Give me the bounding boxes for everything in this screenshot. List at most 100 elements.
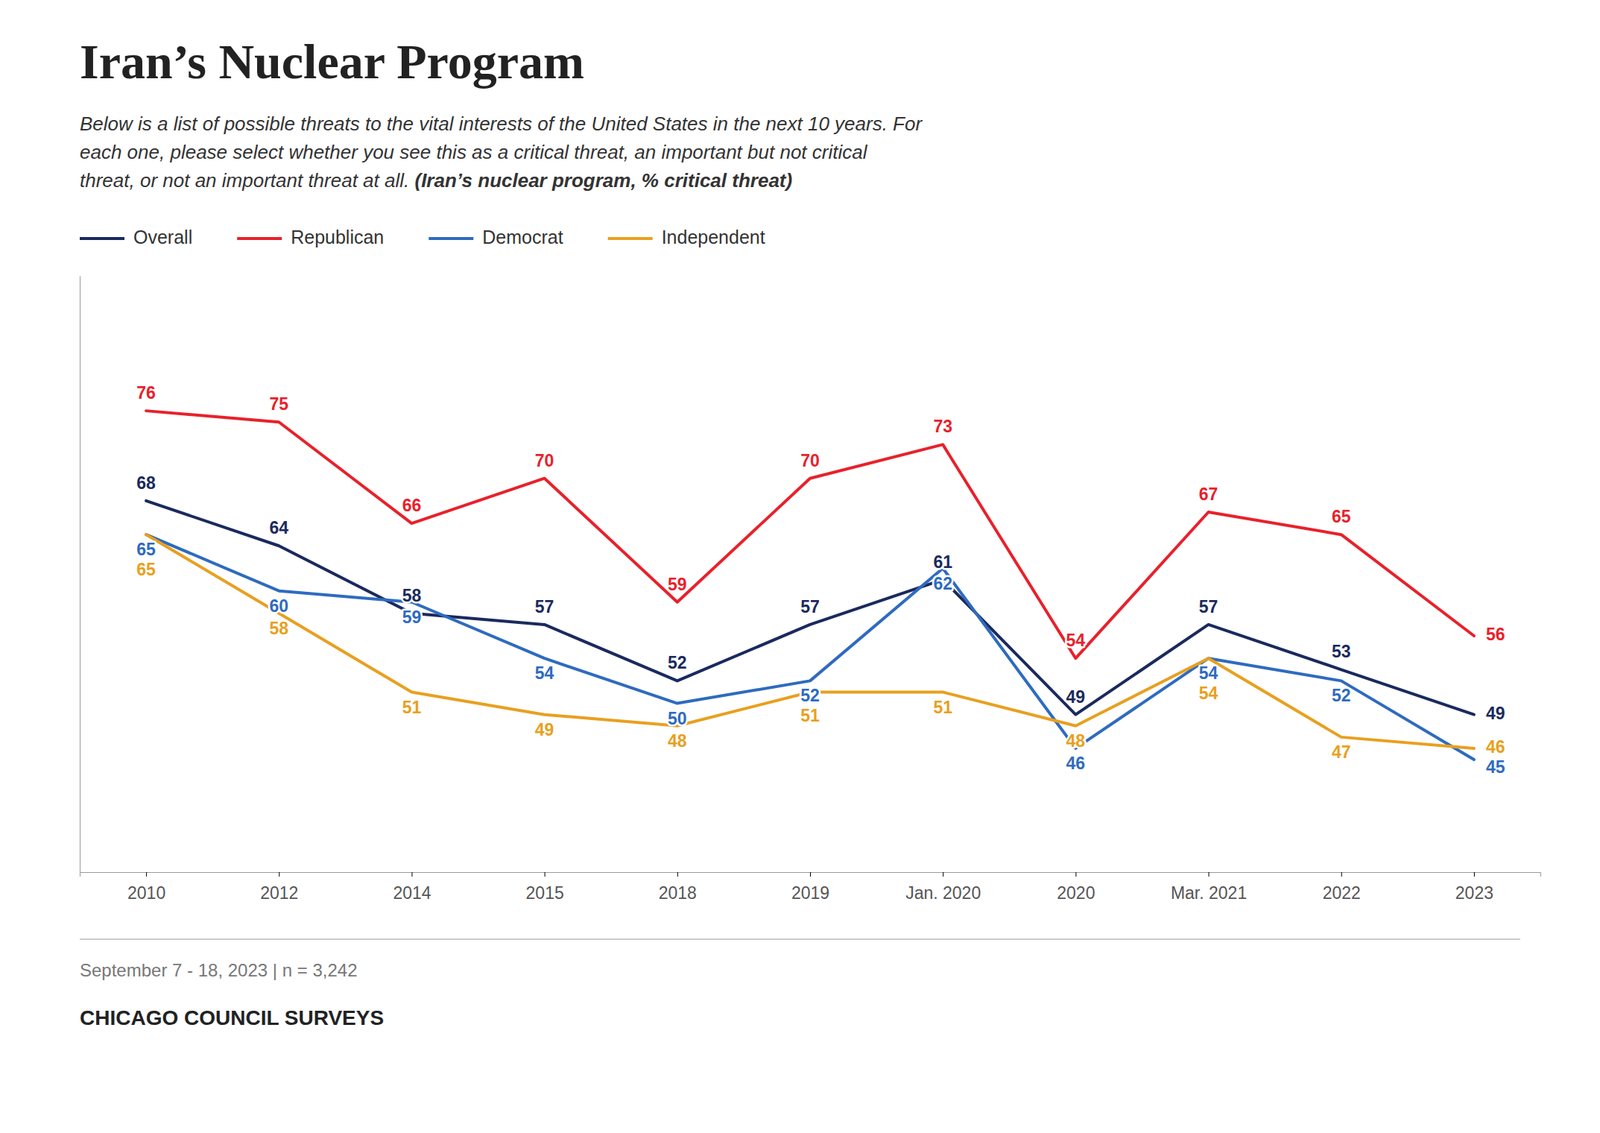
- data-label: 61: [933, 552, 953, 572]
- data-label: 48: [1066, 731, 1086, 751]
- x-tick: Jan. 2020: [905, 871, 981, 903]
- data-label: 54: [1066, 630, 1086, 650]
- x-tick-mark: [942, 871, 944, 877]
- data-label: 60: [269, 596, 289, 616]
- legend-swatch: [608, 236, 653, 240]
- subtitle-line: Below is a list of possible threats to t…: [79, 112, 923, 135]
- separator: [79, 938, 1521, 940]
- x-tick-mark: [544, 871, 546, 877]
- series-line: [146, 500, 1475, 715]
- x-tick-label: Mar. 2021: [1170, 883, 1247, 903]
- data-label: 66: [402, 495, 422, 515]
- legend-swatch: [79, 236, 125, 240]
- x-tick-label: 2012: [260, 883, 299, 903]
- x-tick: 2015: [526, 871, 565, 903]
- source: CHICAGO COUNCIL SURVEYS: [79, 1006, 384, 1030]
- subtitle-line: each one, please select whether you see …: [79, 140, 869, 164]
- x-tick-label: 2020: [1056, 883, 1095, 903]
- title: Iran’s Nuclear Program: [79, 34, 585, 89]
- data-label: 54: [535, 663, 555, 683]
- x-tick-mark: [1474, 871, 1475, 877]
- x-axis: 2010 2012 2014 2015 2018 2019 Jan. 2020 2020 Mar…: [80, 871, 1542, 903]
- x-tick-label: 2014: [392, 883, 431, 903]
- subtitle-emphasis: (Iran’s nuclear program, % critical thre…: [414, 169, 793, 192]
- x-tick-mark: [1208, 871, 1210, 877]
- x-tick: 2010: [127, 871, 166, 903]
- x-tick: 2018: [658, 871, 697, 903]
- x-tick-label: Jan. 2020: [905, 883, 981, 903]
- data-label: 51: [800, 705, 820, 726]
- series-line: [146, 534, 1475, 749]
- x-tick-mark: [677, 871, 679, 877]
- legend-swatch: [236, 236, 282, 240]
- subtitle-text: threat, or not an important threat at al…: [79, 169, 415, 192]
- x-tick: 2020: [1056, 871, 1095, 903]
- data-label: 70: [800, 450, 820, 471]
- legend-label: Republican: [290, 226, 384, 248]
- data-label: 51: [933, 697, 953, 717]
- legend-swatch: [428, 236, 474, 240]
- x-tick-mark: [810, 871, 811, 877]
- data-label: 73: [933, 416, 953, 436]
- data-label: 51: [402, 697, 422, 717]
- x-tick-label: 2018: [658, 883, 697, 903]
- data-label: 47: [1331, 742, 1352, 762]
- data-label: 52: [667, 652, 688, 673]
- x-tick: 2019: [791, 871, 830, 903]
- x-tick: 2022: [1322, 871, 1361, 903]
- data-label: 52: [1331, 685, 1352, 705]
- x-tick-label: 2015: [526, 883, 565, 903]
- x-tick: Mar. 2021: [1170, 871, 1247, 903]
- x-tick-mark: [1341, 871, 1343, 877]
- data-label: 49: [1066, 687, 1086, 707]
- data-label: 48: [667, 731, 688, 751]
- data-label: 50: [667, 708, 688, 729]
- x-tick-mark: [411, 871, 413, 877]
- series-line: [146, 534, 1475, 760]
- legend-label: Democrat: [482, 226, 563, 248]
- x-tick-mark: [1075, 871, 1077, 877]
- data-label: 57: [800, 596, 820, 617]
- data-label: 59: [667, 574, 688, 594]
- data-label: 57: [1199, 596, 1219, 617]
- data-label: 45: [1485, 757, 1506, 777]
- x-tick: 2014: [392, 871, 431, 903]
- data-label: 58: [402, 585, 422, 606]
- data-label: 65: [136, 559, 156, 580]
- data-label: 56: [1485, 624, 1506, 644]
- data-label: 57: [535, 596, 555, 617]
- footnote: September 7 - 18, 2023 | n = 3,242: [79, 959, 358, 980]
- data-label: 54: [1199, 683, 1219, 703]
- data-label: 46: [1485, 737, 1506, 757]
- subtitle-text: each one, please select whether you see …: [79, 140, 869, 164]
- x-tick: 2023: [1455, 871, 1494, 903]
- chart: Iran’s Nuclear Program Below is a list of…: [0, 0, 1600, 1133]
- x-tick-mark: [146, 871, 147, 877]
- legend: OverallRepublicanDemocratIndependent: [79, 226, 766, 248]
- data-label: 67: [1199, 484, 1219, 504]
- y-axis: [79, 276, 81, 873]
- y-axis-line: [79, 276, 81, 873]
- x-tick: 2012: [260, 871, 299, 903]
- data-label: 53: [1331, 641, 1352, 662]
- data-label: 52: [800, 685, 820, 705]
- series-line: [146, 410, 1475, 659]
- data-label: 59: [402, 607, 422, 627]
- data-label: 75: [269, 394, 289, 414]
- data-label: 65: [136, 539, 156, 559]
- data-label: 49: [1485, 703, 1506, 723]
- x-tick-mark: [278, 871, 280, 877]
- data-label: 64: [269, 517, 289, 538]
- data-label: 49: [535, 719, 555, 740]
- data-label: 46: [1066, 753, 1086, 773]
- data-label: 58: [269, 618, 289, 638]
- lines: [146, 410, 1475, 760]
- x-tick-label: 2010: [127, 883, 166, 903]
- x-tick-label: 2023: [1455, 883, 1494, 903]
- data-label: 70: [535, 450, 555, 471]
- x-axis-line: [80, 872, 1542, 878]
- data-label: 68: [136, 473, 156, 493]
- x-tick-label: 2019: [791, 883, 830, 903]
- legend-label: Overall: [133, 226, 193, 248]
- data-label: 62: [933, 573, 953, 594]
